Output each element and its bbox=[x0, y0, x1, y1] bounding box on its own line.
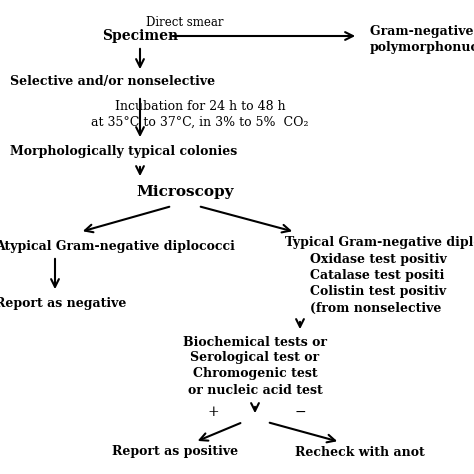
Text: Specimen: Specimen bbox=[102, 29, 178, 43]
Text: Report as positive: Report as positive bbox=[112, 446, 238, 458]
Text: Biochemical tests or: Biochemical tests or bbox=[183, 336, 327, 348]
Text: Chromogenic test: Chromogenic test bbox=[193, 367, 317, 381]
Text: Incubation for 24 h to 48 h: Incubation for 24 h to 48 h bbox=[115, 100, 285, 112]
Text: Report as negative: Report as negative bbox=[0, 298, 127, 310]
Text: (from nonselective: (from nonselective bbox=[310, 301, 441, 315]
Text: Selective and/or nonselective: Selective and/or nonselective bbox=[10, 74, 215, 88]
Text: Oxidase test positiv: Oxidase test positiv bbox=[310, 254, 447, 266]
Text: Colistin test positiv: Colistin test positiv bbox=[310, 285, 446, 299]
Text: Gram-negative dip: Gram-negative dip bbox=[370, 25, 474, 37]
Text: Typical Gram-negative diploc: Typical Gram-negative diploc bbox=[285, 236, 474, 248]
Text: Microscopy: Microscopy bbox=[136, 185, 234, 199]
Text: +: + bbox=[207, 405, 219, 419]
Text: at 35°C to 37°C, in 3% to 5%  CO₂: at 35°C to 37°C, in 3% to 5% CO₂ bbox=[91, 116, 309, 128]
Text: Morphologically typical colonies: Morphologically typical colonies bbox=[10, 145, 237, 157]
Text: Catalase test positi: Catalase test positi bbox=[310, 270, 444, 283]
Text: Direct smear: Direct smear bbox=[146, 16, 224, 28]
Text: Atypical Gram-negative diplococci: Atypical Gram-negative diplococci bbox=[0, 239, 235, 253]
Text: −: − bbox=[294, 405, 306, 419]
Text: Recheck with anot: Recheck with anot bbox=[295, 446, 425, 458]
Text: or nucleic acid test: or nucleic acid test bbox=[188, 383, 322, 396]
Text: polymorphonuclea: polymorphonuclea bbox=[370, 40, 474, 54]
Text: Serological test or: Serological test or bbox=[191, 352, 319, 365]
